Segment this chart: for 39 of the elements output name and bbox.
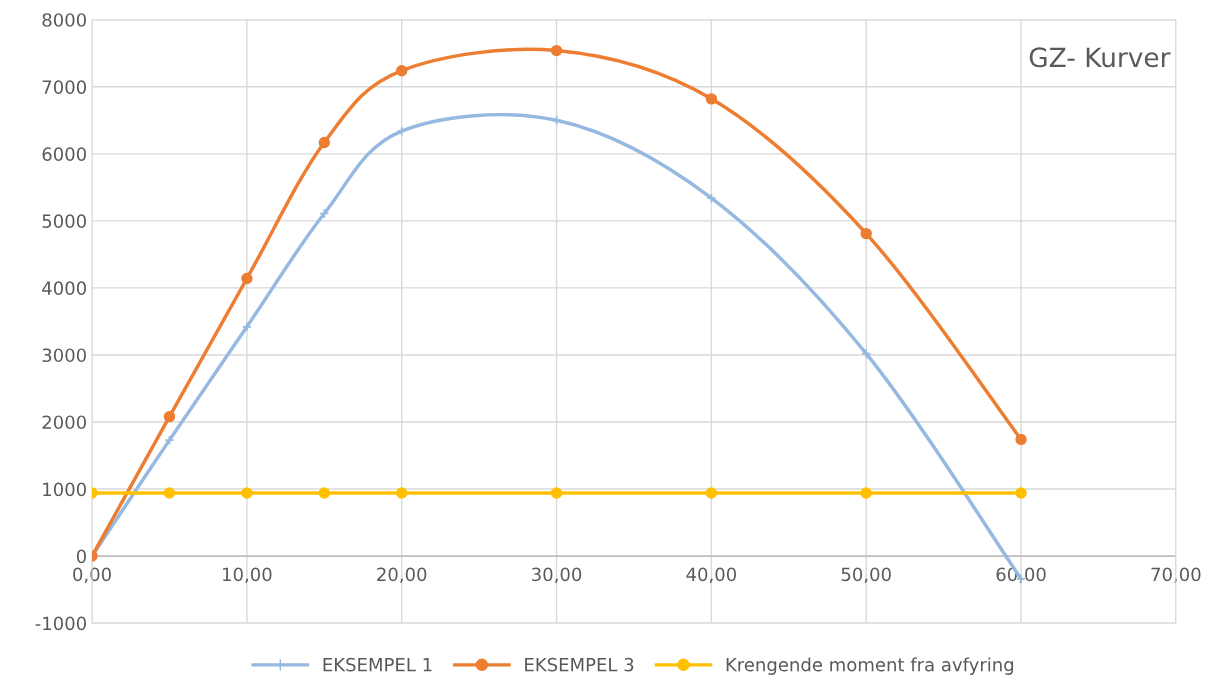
point (241, 272, 253, 285)
x-tick-label: 30,00 (532, 567, 582, 583)
x-tick-label: 20,00 (377, 567, 427, 583)
x-tick-label: 40,00 (686, 567, 737, 583)
y-tick-label: 2000 (42, 415, 86, 430)
point (318, 136, 330, 149)
x-tick-label: 50,00 (841, 567, 891, 583)
y-tick-label: 4000 (42, 281, 86, 296)
point (163, 410, 176, 423)
x-tick-label: 0,00 (73, 567, 111, 583)
point (241, 321, 252, 332)
point (1015, 487, 1027, 499)
point (396, 487, 408, 499)
y-tick-label: 3000 (42, 348, 86, 363)
y-tick-label: 7000 (42, 80, 86, 94)
point (396, 126, 407, 137)
legend-label: EKSEMPEL 1 (323, 657, 432, 672)
legend-label: EKSEMPEL 3 (525, 657, 634, 672)
point (705, 93, 718, 105)
point (860, 227, 872, 240)
point (550, 487, 563, 499)
point (550, 44, 563, 57)
point (396, 65, 408, 77)
point (860, 487, 872, 499)
text: GZ- Kurver (1029, 47, 1171, 68)
y-tick-label: 5000 (42, 214, 86, 228)
point (163, 487, 176, 499)
y-tick-label: 8000 (42, 13, 86, 27)
legend-label: Krengende moment fra avfyring (726, 657, 1014, 675)
y-tick-label: 6000 (42, 147, 86, 161)
x-tick-label: 10,00 (223, 567, 272, 583)
y-tick-label: -1000 (35, 616, 86, 631)
y-tick-label: 0 (76, 549, 86, 564)
x-tick-label: 70,00 (1151, 567, 1201, 583)
point (241, 487, 253, 499)
point (1015, 433, 1027, 446)
point (705, 487, 718, 499)
point (318, 487, 330, 499)
y-tick-label: 1000 (43, 482, 86, 497)
